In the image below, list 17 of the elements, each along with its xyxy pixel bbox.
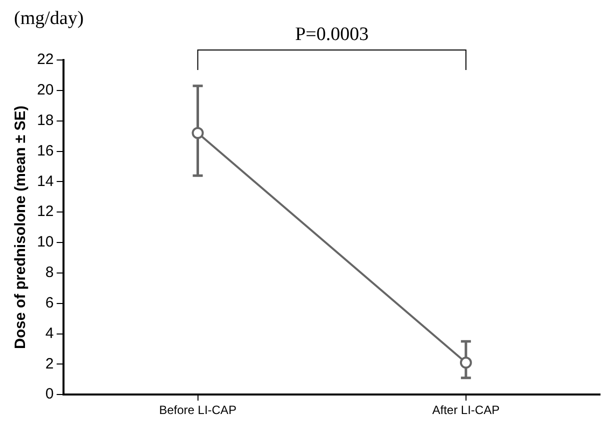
y-tick-label: 10 [36, 234, 54, 251]
x-tick-label: Before LI-CAP [159, 403, 236, 418]
y-tick-label: 22 [36, 51, 54, 68]
y-tick-label: 18 [36, 112, 54, 129]
y-axis-title: Dose of prednisolone (mean ± SE) [12, 106, 30, 349]
y-tick-label: 14 [36, 172, 54, 190]
y-tick-label: 8 [45, 264, 54, 282]
y-tick-label: 4 [45, 324, 54, 342]
y-tick-label: 12 [36, 203, 54, 220]
text: P=0.0003 [295, 24, 369, 45]
y-tick-label: 20 [36, 82, 54, 99]
y-tick-label: 2 [45, 355, 54, 372]
y-tick-label: 6 [45, 294, 54, 312]
x-tick-label: After LI-CAP [432, 403, 500, 418]
y-tick-label: 0 [45, 386, 54, 403]
text: (mg/day) [14, 8, 84, 29]
y-tick-label: 16 [36, 142, 54, 160]
